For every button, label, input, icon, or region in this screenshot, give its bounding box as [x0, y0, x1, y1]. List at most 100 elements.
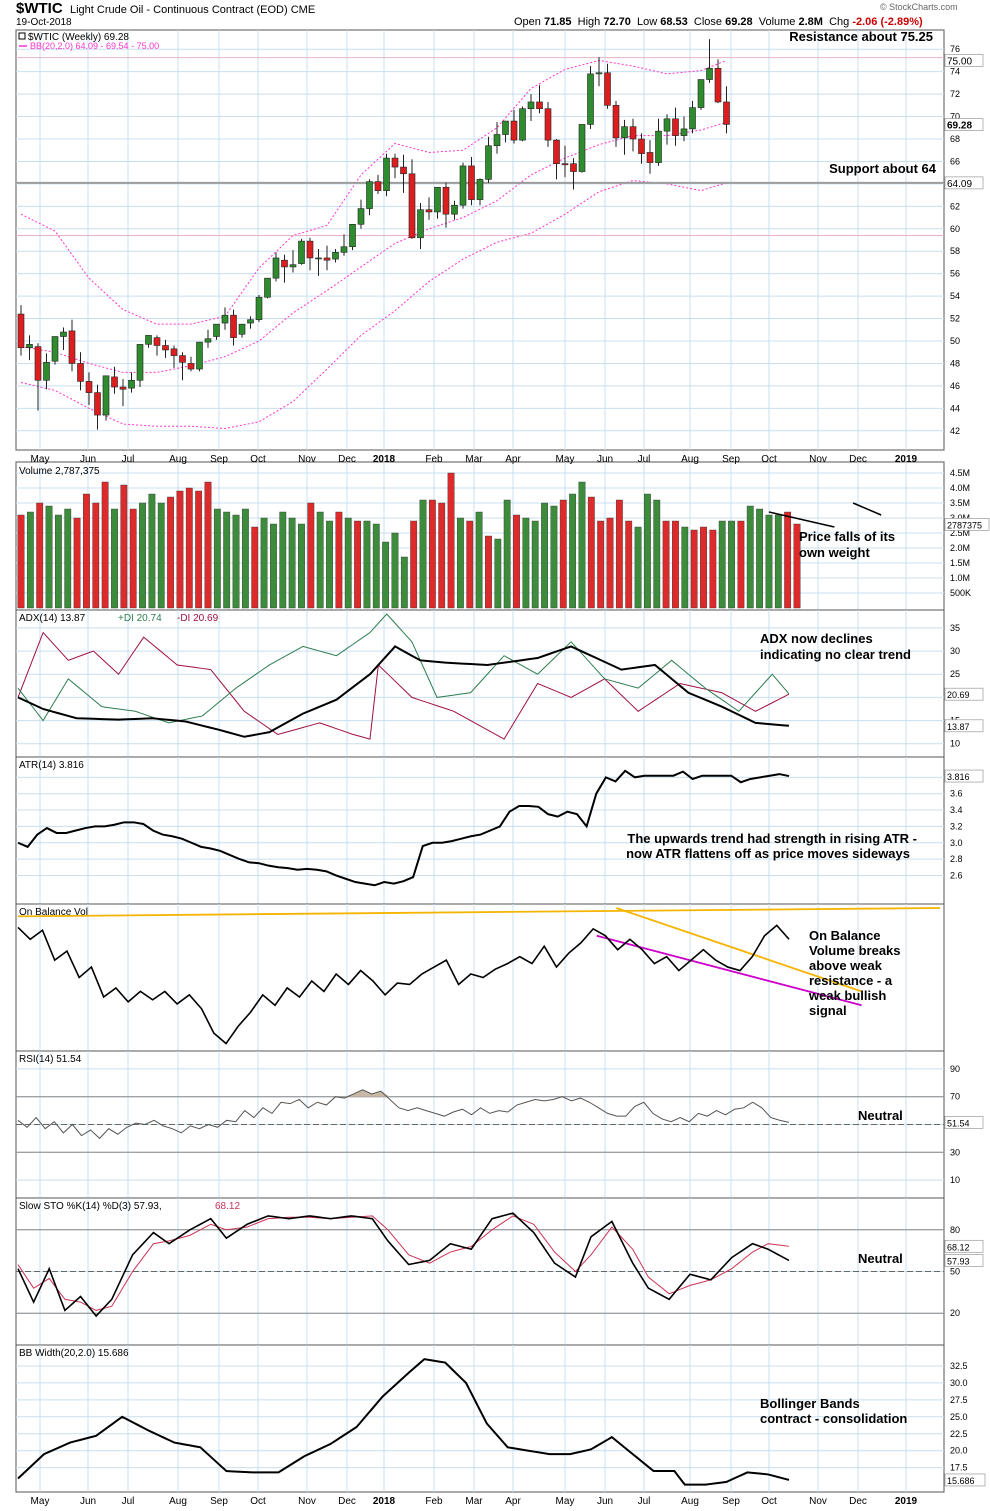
adx-right-box-1	[944, 719, 984, 733]
volume-bar	[475, 511, 483, 609]
resistance-annotation: Resistance about 75.25	[789, 29, 933, 44]
x-tick-price-15: Aug	[681, 454, 699, 465]
candle-body	[179, 355, 186, 363]
adx-ytick-4: 30	[950, 646, 960, 656]
volume-trend-line-1	[852, 502, 882, 516]
volume-bar	[606, 517, 614, 609]
candle-body	[502, 120, 509, 135]
x-tick-bbwidth-5: Oct	[250, 1496, 266, 1507]
candle-body	[561, 163, 569, 166]
x-tick-price-3: Aug	[169, 454, 187, 465]
panel-frame-obv	[15, 903, 945, 1052]
sto-right-label-0: 68.12	[947, 1242, 970, 1252]
x-tick-price-0: May	[31, 454, 50, 465]
x-tick-bbwidth-18: Nov	[809, 1496, 827, 1507]
volume-bar	[774, 514, 782, 609]
volume-bar	[176, 490, 184, 609]
volume-bar	[73, 517, 81, 609]
close-label: Close	[693, 16, 723, 28]
atr-ytick-4: 3.4	[950, 805, 963, 815]
volume-bar	[251, 526, 259, 609]
candle-body	[434, 186, 441, 213]
volume-bar	[709, 529, 717, 609]
chg-value: -2.06 (-2.89%)	[852, 16, 923, 28]
x-tick-price-14: Jul	[638, 454, 651, 465]
volume-bar	[260, 517, 268, 609]
candle-body	[162, 345, 169, 351]
volume-ytick-0: 500K	[950, 588, 971, 598]
volume-bar	[494, 538, 502, 609]
candle-body	[323, 257, 331, 261]
volume-legend: Volume 2,787,375	[19, 466, 100, 477]
support-annotation: Support about 64	[829, 161, 937, 176]
rsi-ytick-4: 90	[950, 1064, 960, 1074]
candle-body	[349, 223, 356, 248]
volume-bar	[36, 502, 44, 609]
x-tick-price-4: Sep	[210, 454, 228, 465]
volume-bar	[531, 520, 539, 609]
adx-right-label-0: 20.69	[947, 690, 970, 700]
price-ytick-13: 68	[950, 134, 960, 144]
volume-bar	[718, 520, 726, 609]
rsi-overbought-fill	[344, 1089, 390, 1097]
volume-bar	[700, 526, 707, 609]
volume-bar	[335, 511, 343, 609]
open-value: 71.85	[543, 16, 572, 28]
atr-legend: ATR(14) 3.816	[19, 760, 84, 771]
volume-bar	[615, 499, 623, 609]
volume-bar	[587, 496, 595, 609]
volume-bar	[382, 541, 390, 609]
volume-bar	[513, 514, 520, 609]
volume-bar	[634, 526, 642, 609]
adx-plus-legend: +DI 20.74	[118, 613, 162, 624]
candle-body	[68, 330, 76, 364]
volume-bar	[111, 508, 118, 609]
candle-body	[238, 323, 246, 335]
candle-body	[417, 209, 424, 239]
chart-header: $WTIC Light Crude Oil - Continuous Contr…	[0, 0, 990, 30]
adx-ytick-3: 25	[950, 669, 960, 679]
volume-ytick-1: 1.0M	[950, 573, 970, 583]
price-ytick-0: 42	[950, 426, 960, 436]
candle-body	[485, 145, 492, 180]
candle-body	[340, 246, 348, 253]
candle-body	[553, 139, 560, 164]
bbwidth-annotation-2: contract - consolidation	[760, 1411, 907, 1426]
atr-right-box	[944, 769, 984, 783]
adx-annotation-1: ADX now declines	[760, 631, 873, 646]
candle-body	[663, 118, 671, 132]
x-tick-price-19: Dec	[849, 454, 867, 465]
volume-ytick-2: 1.5M	[950, 558, 970, 568]
obv-annotation-3: resistance - a	[809, 973, 893, 988]
volume-bar	[597, 520, 605, 609]
candle-body	[51, 336, 59, 362]
sto-right-box-1	[944, 1254, 984, 1267]
price-ytick-14: 70	[950, 112, 960, 122]
x-tick-price-20: 2019	[895, 454, 918, 465]
volume-bar	[372, 523, 380, 609]
volume-label: Volume	[758, 16, 796, 28]
volume-bar	[428, 499, 436, 609]
volume-bar	[232, 514, 240, 609]
candle-body	[629, 126, 637, 140]
x-tick-bbwidth-11: Apr	[505, 1496, 521, 1507]
candle-body	[306, 240, 314, 259]
bb-upper-line	[20, 59, 727, 325]
bbwidth-ytick-6: 32.5	[950, 1361, 968, 1371]
x-tick-price-7: Dec	[338, 454, 356, 465]
ohlc-summary: Open 71.85 High 72.70 Low 68.53 Close 69…	[514, 16, 923, 28]
candle-body	[672, 118, 679, 136]
adx-legend: ADX(14) 13.87	[19, 613, 86, 624]
volume-bar	[793, 523, 801, 609]
volume-bar	[737, 520, 745, 609]
bbwidth-right-label: 15.686	[947, 1476, 975, 1486]
x-tick-bbwidth-2: Jul	[122, 1496, 135, 1507]
volume-bar	[756, 508, 764, 609]
candle-body	[408, 173, 416, 239]
obv-trend-line-2	[596, 934, 862, 1007]
x-tick-price-2: Jul	[122, 454, 135, 465]
candle-body	[119, 386, 127, 390]
candle-body	[544, 108, 552, 141]
volume-bar	[270, 523, 277, 609]
candle-body	[102, 375, 110, 416]
